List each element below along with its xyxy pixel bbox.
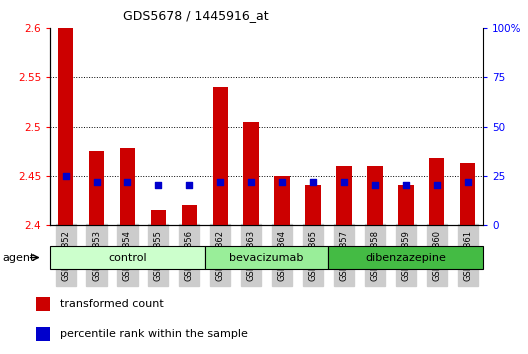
Point xyxy=(309,179,317,184)
Bar xyxy=(305,185,320,225)
Point xyxy=(464,179,472,184)
Point xyxy=(340,179,348,184)
Bar xyxy=(328,246,483,269)
Text: control: control xyxy=(108,252,147,263)
Text: percentile rank within the sample: percentile rank within the sample xyxy=(60,329,248,339)
Bar xyxy=(89,151,104,225)
Bar xyxy=(36,327,50,341)
Text: bevacizumab: bevacizumab xyxy=(230,252,304,263)
Point xyxy=(402,183,410,188)
Bar xyxy=(336,166,352,225)
Point xyxy=(432,183,441,188)
Bar xyxy=(367,166,383,225)
Point xyxy=(92,179,101,184)
Text: dibenzazepine: dibenzazepine xyxy=(365,252,446,263)
Point xyxy=(185,183,194,188)
Point xyxy=(61,173,70,178)
Bar xyxy=(243,122,259,225)
Text: agent: agent xyxy=(3,252,35,263)
Bar xyxy=(205,246,328,269)
Bar xyxy=(182,205,197,225)
Point xyxy=(247,179,256,184)
Point xyxy=(371,183,379,188)
Bar xyxy=(398,185,413,225)
Bar xyxy=(36,297,50,311)
Bar xyxy=(429,158,445,225)
Bar xyxy=(275,176,290,225)
Bar xyxy=(50,246,205,269)
Text: transformed count: transformed count xyxy=(60,299,163,309)
Bar xyxy=(460,163,475,225)
Point xyxy=(123,179,131,184)
Text: GDS5678 / 1445916_at: GDS5678 / 1445916_at xyxy=(122,9,268,22)
Point xyxy=(154,183,163,188)
Bar xyxy=(120,148,135,225)
Point xyxy=(216,179,224,184)
Bar xyxy=(212,87,228,225)
Bar xyxy=(58,28,73,225)
Bar xyxy=(150,210,166,225)
Point xyxy=(278,179,286,184)
